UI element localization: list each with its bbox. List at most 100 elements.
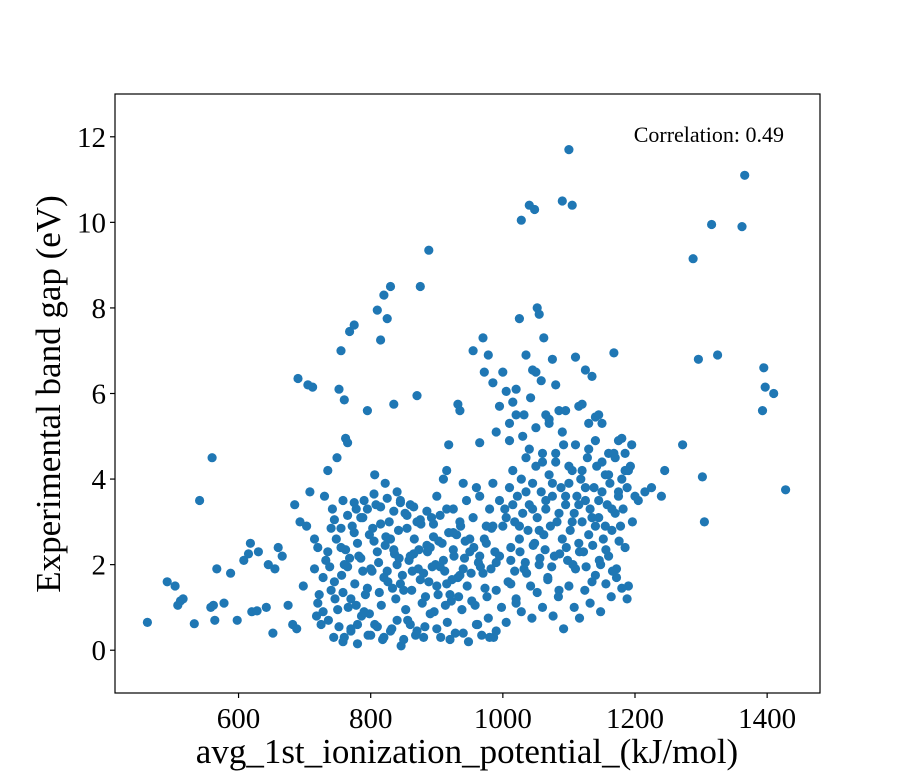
data-point: [330, 594, 340, 604]
data-point: [338, 587, 348, 598]
data-point: [561, 542, 571, 553]
data-point: [318, 572, 328, 583]
data-point: [465, 547, 475, 557]
data-point: [483, 613, 493, 623]
data-point: [380, 540, 390, 551]
data-point: [554, 406, 564, 416]
data-point: [385, 626, 396, 636]
data-point: [481, 538, 491, 548]
data-point: [620, 542, 630, 553]
data-point: [372, 547, 382, 557]
data-point: [540, 545, 550, 555]
data-point: [372, 622, 382, 632]
data-point: [359, 495, 369, 506]
data-point: [597, 487, 607, 497]
data-point: [580, 483, 591, 493]
data-point: [243, 549, 254, 559]
data-point: [627, 517, 638, 527]
data-point: [594, 495, 604, 506]
data-point: [376, 600, 386, 610]
data-point: [584, 444, 594, 454]
data-point: [419, 632, 429, 643]
data-point: [414, 545, 424, 555]
data-point: [458, 478, 468, 488]
data-point: [450, 628, 460, 638]
data-point: [401, 605, 411, 615]
data-point: [508, 465, 518, 476]
data-point: [522, 568, 532, 578]
data-point: [313, 598, 323, 608]
data-point: [548, 611, 558, 621]
data-point: [557, 196, 567, 206]
data-point: [461, 495, 472, 506]
data-point: [394, 553, 404, 563]
data-point: [433, 590, 443, 600]
data-point: [379, 572, 389, 583]
data-point: [442, 617, 452, 628]
data-point: [609, 348, 619, 358]
data-point: [415, 515, 425, 525]
data-point: [142, 617, 152, 628]
data-point: [656, 491, 667, 501]
data-point: [559, 624, 569, 634]
data-point: [455, 406, 465, 416]
data-point: [504, 483, 515, 493]
data-point: [283, 600, 293, 610]
data-point: [518, 431, 528, 441]
y-tick-label: 10: [77, 207, 106, 239]
data-point: [526, 393, 536, 403]
x-tick-label: 1200: [606, 703, 664, 735]
data-point: [391, 594, 401, 604]
data-point: [189, 619, 199, 629]
data-point: [564, 581, 574, 591]
data-point: [516, 607, 526, 617]
data-point: [339, 395, 349, 405]
data-point: [395, 498, 405, 508]
data-point: [577, 399, 587, 409]
data-point: [346, 594, 356, 604]
data-point: [389, 506, 399, 516]
data-point: [496, 602, 507, 613]
data-point: [455, 517, 465, 527]
data-point: [424, 577, 434, 587]
data-point: [337, 570, 347, 580]
data-point: [541, 495, 551, 506]
data-point: [564, 461, 574, 471]
data-point: [519, 410, 529, 420]
data-point: [576, 474, 586, 484]
data-point: [524, 444, 534, 454]
data-point: [580, 585, 590, 595]
data-point: [402, 523, 412, 533]
data-point: [488, 521, 498, 531]
data-point: [516, 215, 526, 225]
data-point: [572, 491, 582, 501]
data-point: [481, 521, 491, 531]
data-point: [539, 333, 549, 343]
data-point: [407, 566, 417, 576]
data-point: [501, 386, 511, 396]
data-point: [178, 594, 188, 604]
x-tick-label: 600: [217, 703, 261, 735]
data-point: [442, 504, 452, 514]
data-point: [440, 600, 450, 610]
data-point: [587, 371, 597, 381]
data-point: [268, 628, 278, 638]
data-point: [553, 592, 564, 602]
data-point: [569, 508, 579, 518]
data-point: [559, 440, 569, 450]
data-point: [500, 504, 510, 514]
data-point: [515, 547, 525, 557]
data-point: [366, 630, 376, 640]
data-point: [491, 585, 501, 595]
data-point: [305, 487, 315, 497]
data-point: [362, 504, 372, 514]
data-point: [466, 568, 476, 578]
data-point: [508, 397, 518, 407]
data-point: [399, 634, 409, 645]
data-point: [511, 384, 521, 394]
data-point: [420, 622, 430, 632]
data-point: [528, 504, 538, 514]
data-point: [336, 542, 346, 553]
data-point: [327, 504, 337, 514]
